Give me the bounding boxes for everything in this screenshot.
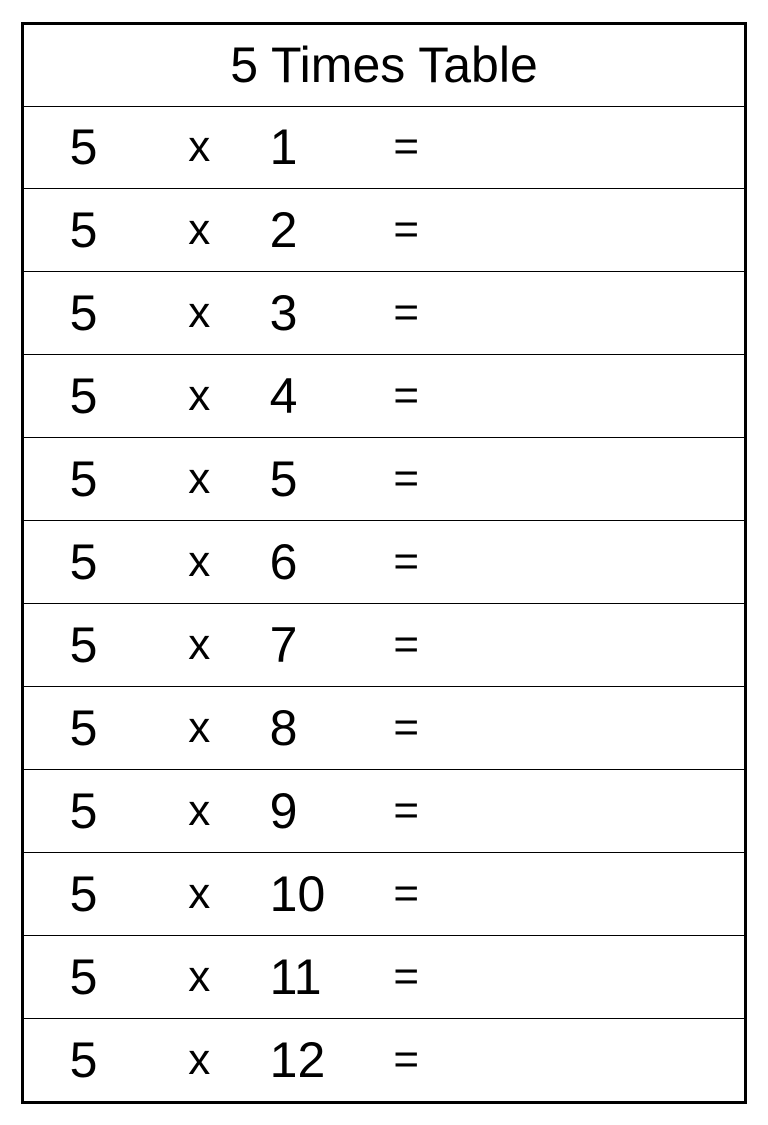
multiplier: 7 xyxy=(256,604,394,686)
multiplier: 3 xyxy=(256,272,394,354)
operator: x xyxy=(143,355,256,437)
equation-row: 5 x 1 = xyxy=(24,107,744,190)
equation-row: 5 x 4 = xyxy=(24,355,744,438)
answer-blank xyxy=(506,355,744,437)
equals-sign: = xyxy=(393,770,506,852)
equation-row: 5 x 2 = xyxy=(24,189,744,272)
multiplicand: 5 xyxy=(24,687,143,769)
equation-row: 5 x 8 = xyxy=(24,687,744,770)
answer-blank xyxy=(506,687,744,769)
multiplicand: 5 xyxy=(24,272,143,354)
operator: x xyxy=(143,853,256,935)
answer-blank xyxy=(506,770,744,852)
operator: x xyxy=(143,687,256,769)
answer-blank xyxy=(506,438,744,520)
equation-row: 5 x 7 = xyxy=(24,604,744,687)
multiplicand: 5 xyxy=(24,189,143,271)
multiplier: 4 xyxy=(256,355,394,437)
multiplier: 2 xyxy=(256,189,394,271)
multiplier: 8 xyxy=(256,687,394,769)
operator: x xyxy=(143,438,256,520)
equals-sign: = xyxy=(393,853,506,935)
operator: x xyxy=(143,107,256,189)
multiplicand: 5 xyxy=(24,853,143,935)
multiplier: 12 xyxy=(256,1019,394,1101)
answer-blank xyxy=(506,936,744,1018)
answer-blank xyxy=(506,189,744,271)
operator: x xyxy=(143,936,256,1018)
multiplier: 6 xyxy=(256,521,394,603)
operator: x xyxy=(143,604,256,686)
answer-blank xyxy=(506,272,744,354)
equals-sign: = xyxy=(393,189,506,271)
multiplicand: 5 xyxy=(24,1019,143,1101)
equals-sign: = xyxy=(393,687,506,769)
multiplicand: 5 xyxy=(24,936,143,1018)
equation-row: 5 x 11 = xyxy=(24,936,744,1019)
multiplicand: 5 xyxy=(24,604,143,686)
equals-sign: = xyxy=(393,107,506,189)
equals-sign: = xyxy=(393,604,506,686)
multiplicand: 5 xyxy=(24,355,143,437)
equation-row: 5 x 5 = xyxy=(24,438,744,521)
multiplicand: 5 xyxy=(24,521,143,603)
title-row: 5 Times Table xyxy=(24,25,744,107)
equation-row: 5 x 10 = xyxy=(24,853,744,936)
answer-blank xyxy=(506,107,744,189)
operator: x xyxy=(143,1019,256,1101)
answer-blank xyxy=(506,1019,744,1101)
multiplicand: 5 xyxy=(24,107,143,189)
equals-sign: = xyxy=(393,438,506,520)
equals-sign: = xyxy=(393,1019,506,1101)
equation-row: 5 x 3 = xyxy=(24,272,744,355)
multiplier: 5 xyxy=(256,438,394,520)
operator: x xyxy=(143,189,256,271)
answer-blank xyxy=(506,521,744,603)
operator: x xyxy=(143,521,256,603)
multiplier: 11 xyxy=(256,936,394,1018)
equals-sign: = xyxy=(393,936,506,1018)
answer-blank xyxy=(506,604,744,686)
operator: x xyxy=(143,770,256,852)
equals-sign: = xyxy=(393,355,506,437)
worksheet-title: 5 Times Table xyxy=(230,36,538,94)
answer-blank xyxy=(506,853,744,935)
equals-sign: = xyxy=(393,521,506,603)
equals-sign: = xyxy=(393,272,506,354)
operator: x xyxy=(143,272,256,354)
equation-row: 5 x 12 = xyxy=(24,1019,744,1101)
multiplier: 1 xyxy=(256,107,394,189)
equation-row: 5 x 9 = xyxy=(24,770,744,853)
times-table-worksheet: 5 Times Table 5 x 1 = 5 x 2 = 5 x 3 = 5 … xyxy=(21,22,747,1104)
equation-row: 5 x 6 = xyxy=(24,521,744,604)
multiplicand: 5 xyxy=(24,438,143,520)
multiplicand: 5 xyxy=(24,770,143,852)
multiplier: 9 xyxy=(256,770,394,852)
multiplier: 10 xyxy=(256,853,394,935)
